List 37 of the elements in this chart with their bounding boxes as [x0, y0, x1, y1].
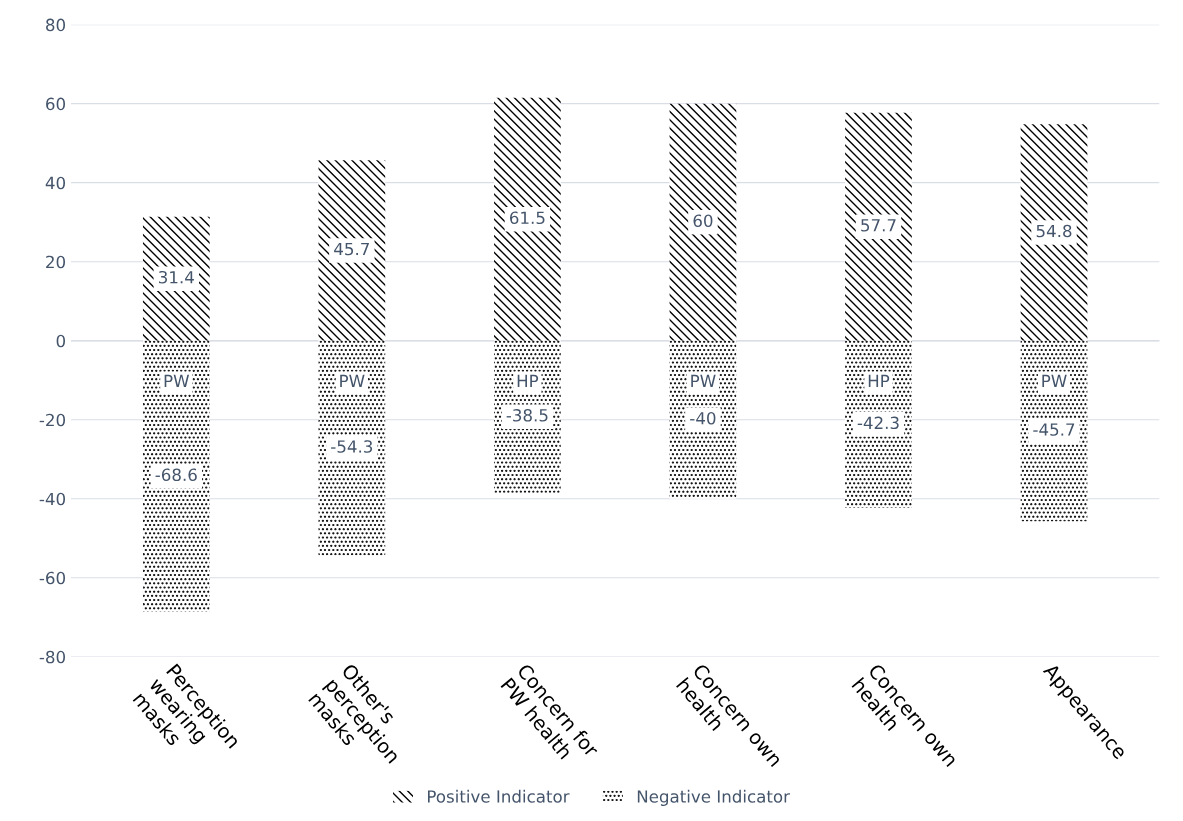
data-label: 60	[693, 214, 713, 228]
annotation: HP	[868, 374, 890, 387]
annotation: PW	[340, 374, 365, 387]
bar	[494, 97, 561, 341]
bar	[318, 340, 386, 556]
data-label: -68.6	[155, 468, 197, 482]
data-label: 45.7	[334, 242, 369, 256]
annotation: PW	[1042, 374, 1067, 387]
bar	[142, 340, 210, 612]
data-label: 31.4	[159, 270, 194, 284]
bar	[1020, 124, 1088, 341]
data-label: 57.7	[861, 219, 896, 232]
annotation: PW	[164, 374, 190, 387]
y-tick-label: 40	[45, 176, 66, 190]
bar	[669, 103, 737, 341]
annotation: PW	[691, 374, 716, 387]
y-tick-label: -60	[39, 571, 66, 585]
data-label: -38.5	[506, 409, 548, 422]
y-tick-label: 60	[46, 97, 66, 111]
y-tick-label: -80	[39, 650, 66, 664]
y-tick-label: 20	[46, 255, 66, 269]
legend-label: Positive Indicator	[428, 789, 570, 803]
legend-label: Negative Indicator	[637, 789, 790, 806]
data-label: 61.5	[510, 211, 545, 225]
bar	[845, 112, 912, 341]
data-label: -40	[690, 411, 716, 425]
bar	[318, 160, 386, 341]
annotation: HP	[517, 374, 539, 387]
y-tick-label: -40	[39, 492, 66, 506]
y-tick-label: 0	[56, 334, 66, 348]
data-label: -54.3	[331, 440, 373, 453]
y-tick-label: -20	[39, 413, 66, 427]
bar	[142, 216, 210, 341]
y-tick-label: 80	[46, 18, 66, 32]
data-label: -42.3	[857, 416, 899, 430]
data-label: 54.8	[1036, 224, 1072, 238]
data-label: -45.7	[1033, 423, 1075, 436]
